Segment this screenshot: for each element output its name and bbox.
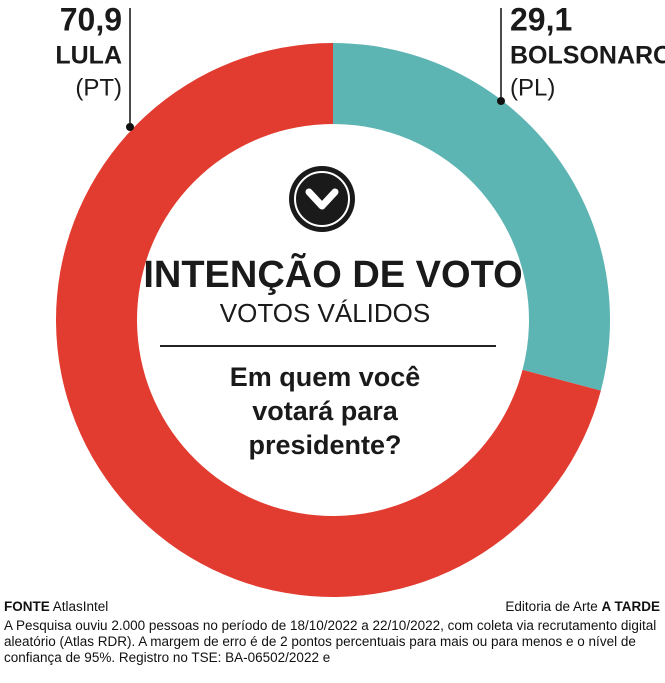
value-label: 70,9 [60,1,122,37]
footer-line: FONTE AtlasIntel Editoria de Arte A TARD… [4,599,660,615]
party-label: (PT) [75,74,122,101]
question-box: Em quem você votará para presidente? [229,362,421,460]
logo-chevron [305,188,339,210]
credit: A TARDE [601,599,661,614]
value-label: 29,1 [510,1,572,37]
source-label: FONTE [4,599,50,614]
leader-dot [497,97,505,105]
logo-circle [289,166,355,232]
slice [56,43,601,597]
chart-subtitle: VOTOS VÁLIDOS [220,298,430,328]
chart-title: INTENÇÃO DE VOTO [143,252,522,296]
source: AtlasIntel [52,599,109,614]
chart: (PL) BOLSONARO 29,1 (PT) LULA 70,9 INTENÇÃO D… [55,1,665,597]
leader-dot [126,123,134,131]
footer-note: A Pesquisa ouviu 2.000 pessoas no períod… [4,618,657,665]
credit-label: Editoria de Arte [505,599,598,614]
party-label: (PL) [510,74,555,101]
slice [333,43,610,391]
category-label: BOLSONARO [510,42,665,70]
logo-ring [294,171,350,227]
question: Em quem você votará para presidente? [229,362,421,460]
category-label: LULA [55,42,122,70]
